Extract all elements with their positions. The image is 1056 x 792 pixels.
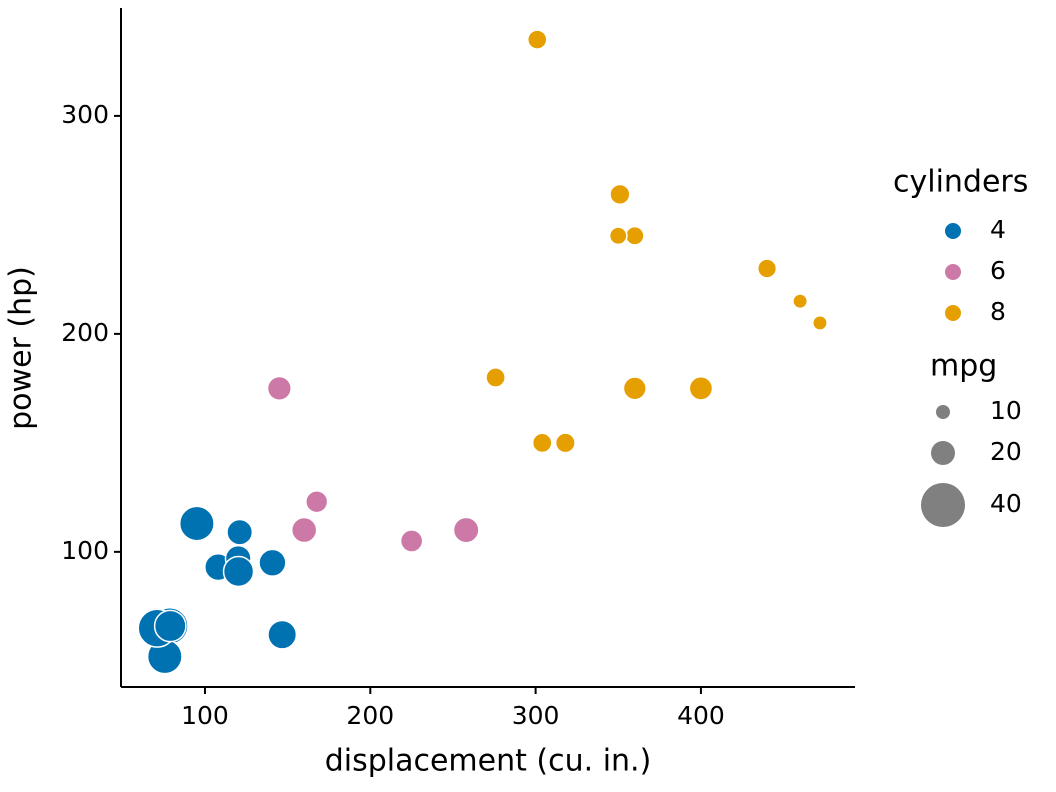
point [266,375,292,401]
point [812,315,828,331]
point [485,367,506,388]
point [178,505,215,542]
x-axis-title: displacement (cu. in.) [325,744,652,779]
y-tick-label: 200 [61,318,109,347]
y-tick-label: 300 [61,100,109,129]
point [222,555,255,588]
legend-label: 8 [990,297,1006,326]
size-legend-key [921,483,965,527]
size-legend-label: 10 [990,396,1022,425]
x-tick-label: 100 [181,701,229,730]
point [622,376,647,401]
legend-label: 4 [990,215,1006,244]
point [527,29,548,50]
point [554,432,576,454]
legend-title: cylinders [893,165,1028,200]
point [153,609,187,643]
y-axis-title: power (hp) [4,266,39,430]
point [792,293,809,310]
size-legend-label: 20 [990,437,1022,466]
size-legend-key [936,405,950,419]
legend-key [945,264,961,280]
point [609,183,631,206]
point [267,619,298,650]
point [290,516,318,544]
point [624,225,645,246]
legend-label: 6 [990,256,1006,285]
size-legend-title: mpg [930,349,997,384]
point [305,490,329,514]
point [226,518,254,546]
point [608,226,628,246]
size-legend-key [931,441,955,465]
y-tick-label: 100 [61,536,109,565]
point [688,376,714,401]
legend-key [945,223,961,239]
point [531,432,553,454]
x-tick-label: 200 [346,701,394,730]
point [399,529,424,553]
size-legend-label: 40 [990,489,1022,518]
point [756,258,778,279]
legend-key [945,305,961,321]
x-tick-label: 300 [512,701,560,730]
x-tick-label: 400 [677,701,725,730]
point [452,516,480,544]
point [258,548,287,577]
